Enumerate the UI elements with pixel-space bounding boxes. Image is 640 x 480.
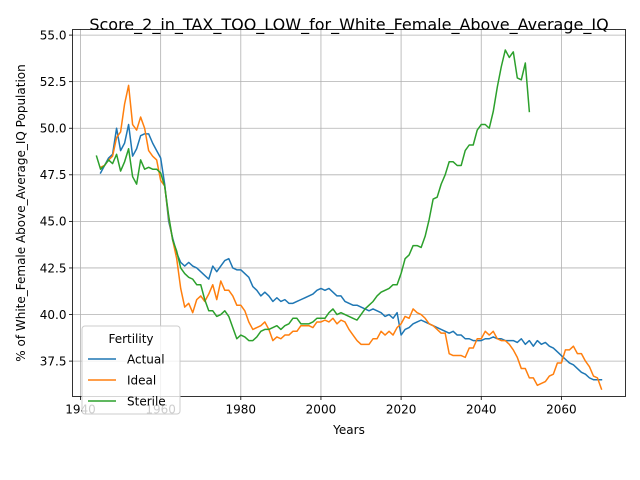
y-axis-ticks: 37.5 40.0 42.5 45.0 47.5 50.0 52.5 55.0 [40, 28, 73, 368]
legend: Fertility Actual Ideal Sterile [81, 325, 181, 415]
x-tick-label: 2000 [306, 403, 337, 417]
y-tick-label: 52.5 [40, 75, 67, 89]
legend-items: Actual Ideal Sterile [88, 352, 166, 408]
series-line-ideal [99, 84, 603, 391]
series-line-sterile [95, 49, 531, 342]
legend-label-ideal: Ideal [127, 373, 156, 387]
legend-label-actual: Actual [127, 352, 165, 366]
x-tick-label: 1980 [226, 403, 257, 417]
x-axis-label: Years [332, 423, 365, 437]
legend-box [81, 325, 181, 415]
y-tick-label: 37.5 [40, 354, 67, 368]
x-tick-label: 2020 [386, 403, 417, 417]
x-tick-label: 2060 [546, 403, 577, 417]
y-tick-label: 47.5 [40, 168, 67, 182]
legend-title: Fertility [108, 332, 153, 346]
series-line-actual [99, 123, 603, 381]
y-tick-label: 40.0 [40, 308, 67, 322]
chart-title: Score_2_in_TAX_TOO_LOW_for_White_Female_… [89, 15, 608, 35]
y-tick-label: 42.5 [40, 261, 67, 275]
x-tick-label: 2040 [466, 403, 497, 417]
legend-label-sterile: Sterile [127, 394, 166, 408]
y-tick-label: 45.0 [40, 215, 67, 229]
plot-frame [72, 29, 626, 397]
y-tick-label: 55.0 [40, 28, 67, 42]
plot-series [95, 49, 603, 391]
y-axis-label: % of White_Female Above_Average_IQ Popul… [14, 64, 28, 361]
y-tick-label: 50.0 [40, 122, 67, 136]
